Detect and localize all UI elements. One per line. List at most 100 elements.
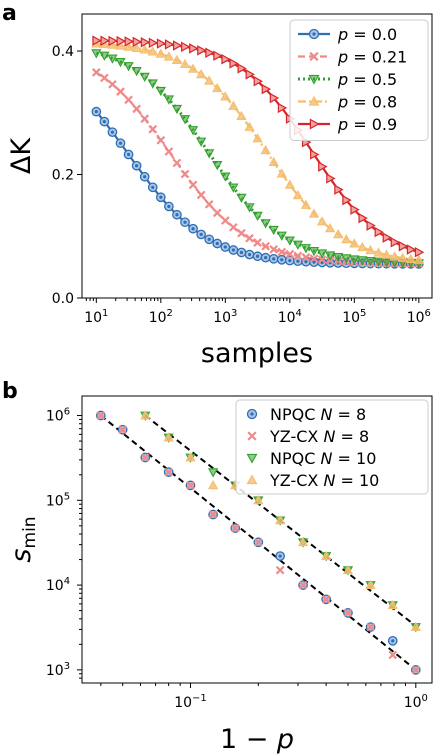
data-point-3 xyxy=(387,599,398,610)
series-marker-4 xyxy=(358,212,368,224)
panel-b-series-markers xyxy=(95,410,421,675)
series-marker-3 xyxy=(131,42,142,52)
series-marker-0 xyxy=(164,201,174,212)
legend-marker xyxy=(309,51,319,62)
series-marker-2 xyxy=(292,240,304,250)
series-marker-3 xyxy=(397,252,408,262)
legend-label: NPQC N = 10 xyxy=(270,449,376,468)
data-point-3 xyxy=(365,579,376,590)
series-marker-3 xyxy=(349,238,360,248)
series-marker-3 xyxy=(405,253,416,263)
series-marker-2 xyxy=(244,203,255,213)
data-point-0-dot xyxy=(278,554,282,558)
series-marker-1 xyxy=(229,222,238,232)
data-point-1 xyxy=(343,608,353,618)
series-marker-2 xyxy=(91,49,102,59)
legend-marker xyxy=(309,118,320,130)
series-marker-3 xyxy=(413,254,424,264)
data-point-1-stroke2 xyxy=(388,650,398,660)
series-marker-0-dot xyxy=(207,237,211,241)
series-marker-3 xyxy=(268,156,279,166)
series-marker-2 xyxy=(325,251,336,261)
series-marker-3 xyxy=(276,168,287,178)
legend-marker xyxy=(246,453,258,464)
series-marker-0-dot xyxy=(175,213,179,217)
data-point-2 xyxy=(207,468,219,478)
series-marker-1 xyxy=(91,68,101,77)
series-marker-1 xyxy=(188,180,198,190)
series-marker-0-dot xyxy=(296,259,300,263)
series-marker-4 xyxy=(382,232,393,243)
series-marker-3 xyxy=(357,241,368,252)
legend-marker xyxy=(247,431,257,441)
series-marker-2 xyxy=(316,249,328,259)
data-point-1-stroke2 xyxy=(366,622,375,632)
series-marker-2 xyxy=(107,54,118,64)
series-marker-0-dot xyxy=(110,130,115,134)
series-marker-0-dot xyxy=(94,110,98,114)
series-marker-3 xyxy=(228,100,239,110)
legend-label: NPQC N = 8 xyxy=(270,405,366,424)
legend-marker-stroke2 xyxy=(309,51,319,62)
series-marker-0 xyxy=(268,253,279,264)
series-marker-3 xyxy=(316,216,328,226)
series-marker-1-stroke2 xyxy=(132,104,141,114)
series-marker-1-stroke2 xyxy=(100,73,109,83)
series-marker-1 xyxy=(108,79,117,89)
legend-marker-dot xyxy=(250,412,254,416)
data-point-1-stroke2 xyxy=(118,425,128,435)
x-tick-label: 104 xyxy=(278,308,302,326)
series-marker-3 xyxy=(381,249,392,259)
data-point-1 xyxy=(275,565,285,575)
series-marker-0 xyxy=(212,238,223,249)
series-marker-0 xyxy=(115,138,126,149)
series-marker-4 xyxy=(205,47,215,58)
series-marker-0-dot xyxy=(215,241,219,246)
series-marker-1 xyxy=(261,241,270,251)
series-marker-3 xyxy=(171,54,183,64)
legend-label: p = 0.8 xyxy=(337,93,397,112)
series-marker-4 xyxy=(108,35,118,47)
series-marker-1-stroke2 xyxy=(301,253,311,262)
series-marker-1 xyxy=(100,73,109,83)
series-marker-1 xyxy=(253,238,262,247)
series-marker-3 xyxy=(244,121,255,131)
series-marker-4 xyxy=(253,76,264,87)
panel-a-x-axis-label: samples xyxy=(201,338,313,369)
series-marker-3 xyxy=(252,133,263,143)
series-marker-0 xyxy=(91,106,102,117)
series-marker-3 xyxy=(123,41,134,51)
x-tick-label: 106 xyxy=(407,308,431,326)
series-marker-3 xyxy=(284,179,295,189)
series-marker-0 xyxy=(155,192,166,203)
series-marker-3 xyxy=(260,144,271,155)
data-point-3 xyxy=(207,480,219,490)
series-marker-2 xyxy=(204,149,215,159)
series-marker-2 xyxy=(131,67,142,77)
series-marker-1 xyxy=(156,135,166,145)
series-marker-1 xyxy=(309,254,319,263)
series-marker-1-stroke2 xyxy=(196,190,206,200)
series-marker-1 xyxy=(132,104,141,114)
data-point-3 xyxy=(410,621,421,631)
series-marker-2 xyxy=(115,58,126,68)
data-point-1-stroke2 xyxy=(140,453,150,462)
data-point-0 xyxy=(275,551,285,561)
series-marker-3 xyxy=(163,51,175,61)
series-marker-0-dot xyxy=(135,164,139,168)
series-marker-3 xyxy=(325,223,336,233)
series-marker-1-stroke2 xyxy=(309,254,319,263)
series-marker-0 xyxy=(188,223,198,234)
series-marker-1 xyxy=(317,255,327,264)
series-marker-4 xyxy=(261,83,272,95)
series-marker-2 xyxy=(365,257,376,267)
series-marker-0 xyxy=(276,254,287,265)
series-marker-4 xyxy=(132,36,143,48)
series-marker-4 xyxy=(140,37,151,48)
legend-label: p = 0.5 xyxy=(337,70,397,89)
x-tick-label: 105 xyxy=(342,308,366,326)
data-point-1-stroke2 xyxy=(96,411,106,420)
series-marker-0 xyxy=(99,116,110,127)
data-point-1 xyxy=(230,523,240,533)
